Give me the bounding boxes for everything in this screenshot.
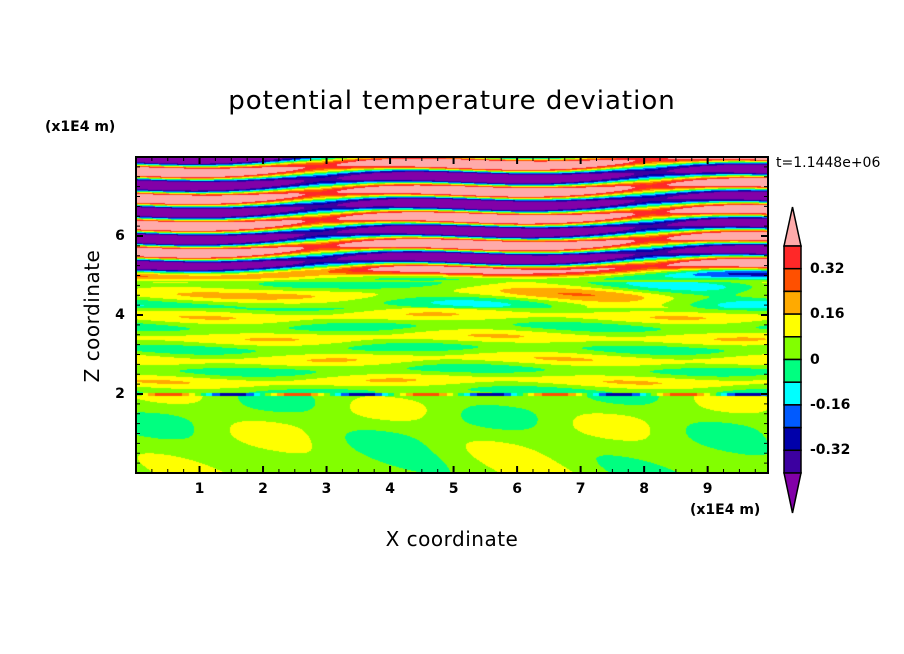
x-tick-label: 5 <box>448 481 459 497</box>
x-tick-label: 9 <box>702 481 713 497</box>
x-tick-label: 1 <box>194 481 205 497</box>
x-tick-label: 8 <box>639 481 650 497</box>
colorbar-box <box>783 313 802 338</box>
colorbar-box <box>783 336 802 361</box>
colorbar-top-triangle <box>783 206 802 247</box>
colorbar-box <box>783 381 802 406</box>
colorbar-box <box>783 404 802 429</box>
colorbar-bottom-triangle <box>783 472 802 514</box>
colorbar-box <box>783 358 802 383</box>
x-axis-unit: (x1E4 m) <box>690 502 761 518</box>
colorbar-label: 0 <box>810 351 820 368</box>
x-tick-label: 3 <box>321 481 332 497</box>
time-label: t=1.1448e+06 <box>776 155 881 171</box>
colorbar-label: 0.32 <box>810 260 845 277</box>
x-tick-label: 4 <box>385 481 395 497</box>
x-tick-label: 2 <box>258 481 268 497</box>
contour-field <box>136 157 768 473</box>
y-tick-label: 6 <box>115 228 125 244</box>
y-tick-label: 4 <box>115 307 125 323</box>
colorbar-box <box>783 290 802 315</box>
plot-frame <box>135 156 769 474</box>
x-tick-label: 6 <box>512 481 522 497</box>
y-tick-label: 2 <box>115 386 125 402</box>
colorbar-label: -0.16 <box>810 396 851 413</box>
colorbar-box <box>783 449 802 474</box>
colorbar-box <box>783 245 802 270</box>
colorbar-label: -0.32 <box>810 442 851 459</box>
colorbar-label: 0.16 <box>810 306 845 323</box>
x-tick-label: 7 <box>575 481 586 497</box>
colorbar-box <box>783 426 802 452</box>
chart-title: potential temperature deviation <box>228 86 676 116</box>
x-axis-label: X coordinate <box>385 527 519 551</box>
colorbar-box <box>783 267 802 293</box>
y-axis-unit: (x1E4 m) <box>45 119 116 135</box>
